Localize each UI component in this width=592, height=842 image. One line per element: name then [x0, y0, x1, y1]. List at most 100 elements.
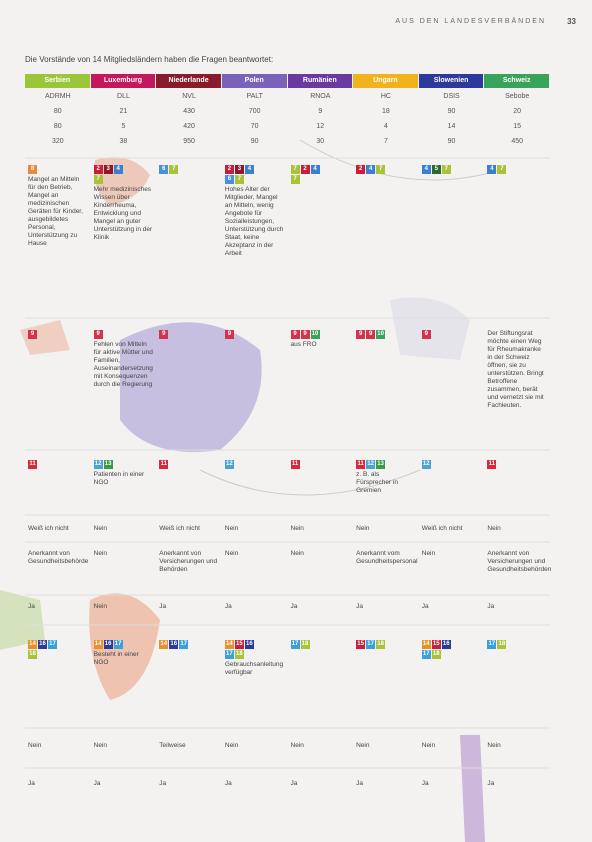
cell: Ja	[225, 780, 285, 788]
badge: 4	[244, 165, 254, 174]
cell: 2 3 4 6 7 Hohes Alter der Mitglieder, Mangel …	[224, 165, 285, 258]
stat-value: 38	[119, 138, 128, 145]
badge: 15	[234, 640, 244, 649]
cell: 14 15 16 17 18	[421, 640, 482, 661]
badge: 14	[159, 640, 169, 649]
badge: 9	[159, 330, 169, 339]
abbreviation: NVL	[182, 93, 196, 100]
badge: 10	[376, 330, 386, 339]
badge-group: 17 18	[487, 640, 517, 649]
badge: 11	[28, 460, 37, 469]
cell-text: Nein	[93, 525, 107, 532]
cell: 9 Fehlen von Mitteln für aktive Mütter un…	[93, 330, 154, 389]
badge: 9	[290, 330, 300, 339]
cell-text: Nein	[224, 742, 239, 749]
cell-text: Anerkannt vom Gesundheitspersonal	[356, 550, 418, 565]
stat-value: 430	[183, 108, 195, 115]
cell: 9 9 10 aus FRO	[290, 330, 351, 349]
cell: 11 12 13 z. B. als Fürsprecher in Gremien	[356, 460, 416, 495]
badge: 18	[234, 650, 244, 659]
badge: 12	[421, 460, 431, 469]
badge: 16	[244, 640, 254, 649]
cell-text: Nein	[290, 550, 304, 557]
badge-group: 12	[224, 460, 255, 469]
cell: Ja	[291, 780, 351, 788]
badge-group: 11	[28, 460, 58, 469]
badge: 12	[93, 460, 103, 469]
cell-text: Anerkannt von Gesundheitsbehörde	[28, 550, 89, 565]
cell-text: Besteht in einer NGO	[93, 651, 139, 666]
cell: 9	[421, 330, 482, 341]
cell-text: Ja	[356, 603, 363, 610]
badge-group: 12	[421, 460, 452, 469]
cell: Ja	[487, 780, 547, 788]
badge: 7	[441, 165, 451, 174]
cell: 12	[421, 460, 482, 471]
cell-text: Ja	[290, 780, 298, 787]
badge-group: 9	[224, 330, 255, 339]
stat-value: 700	[248, 108, 261, 115]
badge: 11	[487, 460, 497, 469]
badge: 4	[113, 165, 123, 174]
badge: 9	[224, 330, 234, 339]
cell-text: Weiß ich nicht	[28, 525, 69, 532]
stat-value: 420	[183, 123, 195, 130]
cell: 17 18	[290, 640, 351, 651]
cell: 14 16 17 18	[28, 640, 88, 661]
cell-text: Teilweise	[159, 742, 186, 749]
badge: 17	[48, 640, 57, 649]
abbreviation: DLL	[117, 93, 130, 100]
cell: 14 16 17 Besteht in einer NGO	[93, 640, 154, 667]
cell: Ja	[94, 780, 154, 788]
cell: Ja	[422, 603, 482, 611]
cell: Teilweise	[159, 742, 219, 750]
badge: 6	[224, 175, 234, 184]
stat-value: 450	[511, 138, 524, 145]
cell-text: Mangel an Mitteln für den Betrieb, Mange…	[28, 176, 83, 247]
cell-text: Der Stiftungsrat möchte einen Weg für Rh…	[487, 330, 544, 409]
cell: 12 13 Patienten in einer NGO	[93, 460, 154, 487]
cell: 17 18	[487, 640, 547, 651]
cell: Nein	[28, 742, 88, 750]
cell: 11	[28, 460, 88, 471]
badge: 16	[103, 640, 113, 649]
cell: Nein	[94, 525, 154, 533]
column-header: Ungarn	[353, 74, 418, 88]
cell-text: Patienten in einer NGO	[93, 471, 145, 486]
badge: 7	[290, 165, 300, 174]
badge: 11	[159, 460, 169, 469]
cell: 9	[224, 330, 285, 341]
badge: 4	[421, 165, 431, 174]
cell-text: Nein	[93, 550, 107, 557]
cell: Ja	[356, 603, 416, 611]
cell-text: aus FRO	[290, 341, 317, 348]
cell-text: Nein	[487, 742, 501, 749]
cell: 9 9 10	[356, 330, 416, 341]
cell: 2 3 4 7 Mehr medizinisches Wissen über Kinde…	[93, 165, 154, 242]
badge: 18	[28, 650, 37, 659]
cell: 11	[159, 460, 219, 471]
badge: 13	[103, 460, 113, 469]
badge-group: 9	[93, 330, 124, 339]
cell: 12	[224, 460, 285, 471]
badge: 3	[234, 165, 244, 174]
abbreviation: RNOA	[310, 93, 331, 100]
cell-text: Nein	[224, 525, 239, 532]
badge: 16	[38, 640, 47, 649]
badge: 17	[179, 640, 189, 649]
badge: 7	[376, 165, 386, 174]
badge-group: 17 18	[290, 640, 321, 649]
stat-value: 14	[447, 123, 456, 130]
cell: Nein	[94, 742, 154, 750]
cell: Nein	[487, 525, 547, 533]
cell: Nein	[422, 550, 482, 558]
cell: 15 17 18	[356, 640, 416, 651]
stat-value: 80	[53, 123, 62, 130]
